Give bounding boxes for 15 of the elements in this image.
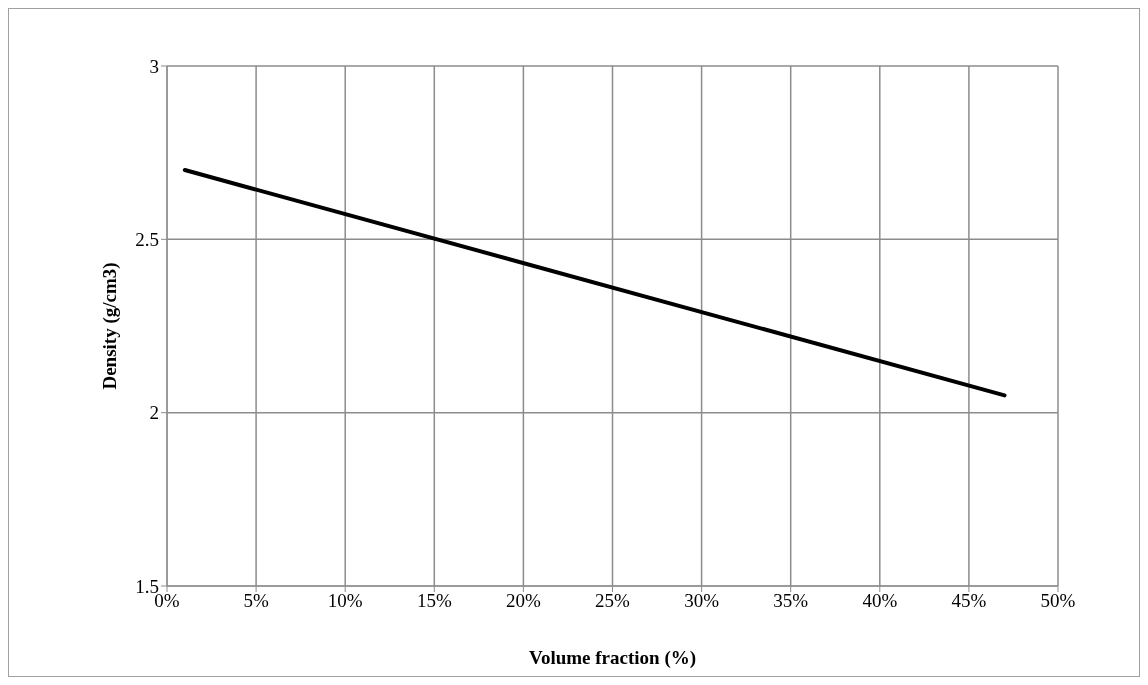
y-axis-title: Density (g/cm3) <box>98 262 121 390</box>
x-tick-label: 30% <box>684 590 720 612</box>
x-tick-label: 50% <box>1040 590 1076 612</box>
x-axis-title: Volume fraction (%) <box>528 647 697 669</box>
y-tick-label: 2.5 <box>135 229 159 251</box>
y-tick-label: 2 <box>149 402 159 424</box>
x-tick-label: 40% <box>862 590 898 612</box>
x-tick-label: 5% <box>243 590 269 612</box>
x-tick-label: 15% <box>416 590 452 612</box>
x-tick-label: 10% <box>327 590 363 612</box>
x-tick-label: 25% <box>595 590 631 612</box>
x-tick-label: 45% <box>951 590 987 612</box>
y-tick-label: 3 <box>149 55 159 77</box>
x-tick-label: 20% <box>505 590 541 612</box>
x-tick-label: 35% <box>773 590 809 612</box>
